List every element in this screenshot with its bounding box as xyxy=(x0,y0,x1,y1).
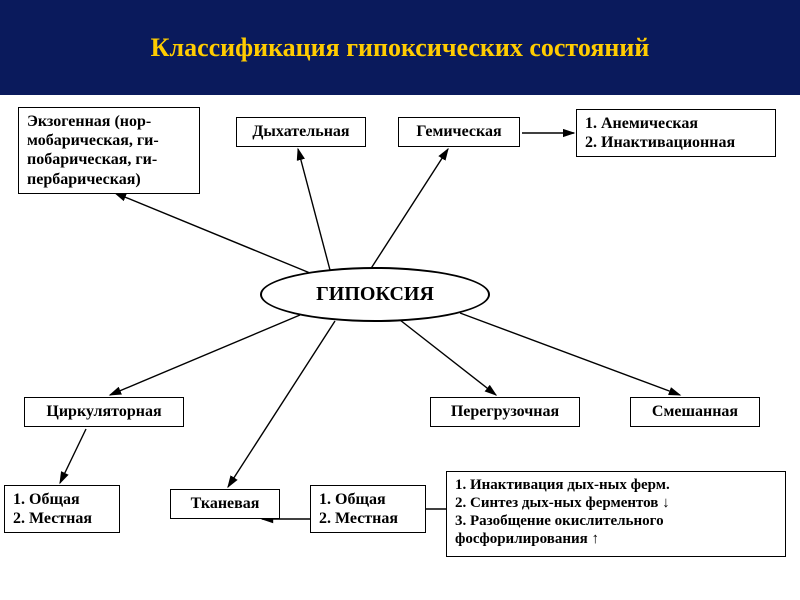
node-circ_sub: 1. Общая2. Местная xyxy=(4,485,120,533)
node-tissue: Тканевая xyxy=(170,489,280,519)
slide-header: Классификация гипоксических состояний xyxy=(0,0,800,95)
node-exogen: Экзогенная (нор-мобарическая, ги-побарич… xyxy=(18,107,200,194)
node-circ: Циркуляторная xyxy=(24,397,184,427)
center-node: ГИПОКСИЯ xyxy=(260,267,490,322)
slide-title: Классификация гипоксических состояний xyxy=(151,32,650,63)
diagram-canvas: ГИПОКСИЯ Экзогенная (нор-мобарическая, ги… xyxy=(0,95,800,600)
node-hemic_sub: 1. Анемическая2. Инактивационная xyxy=(576,109,776,157)
node-mixed: Смешанная xyxy=(630,397,760,427)
node-overload: Перегрузочная xyxy=(430,397,580,427)
node-tissue_sub2: 1. Инактивация дых-ных ферм.2. Синтез ды… xyxy=(446,471,786,557)
node-tissue_sub1: 1. Общая2. Местная xyxy=(310,485,426,533)
node-resp: Дыхательная xyxy=(236,117,366,147)
node-hemic: Гемическая xyxy=(398,117,520,147)
